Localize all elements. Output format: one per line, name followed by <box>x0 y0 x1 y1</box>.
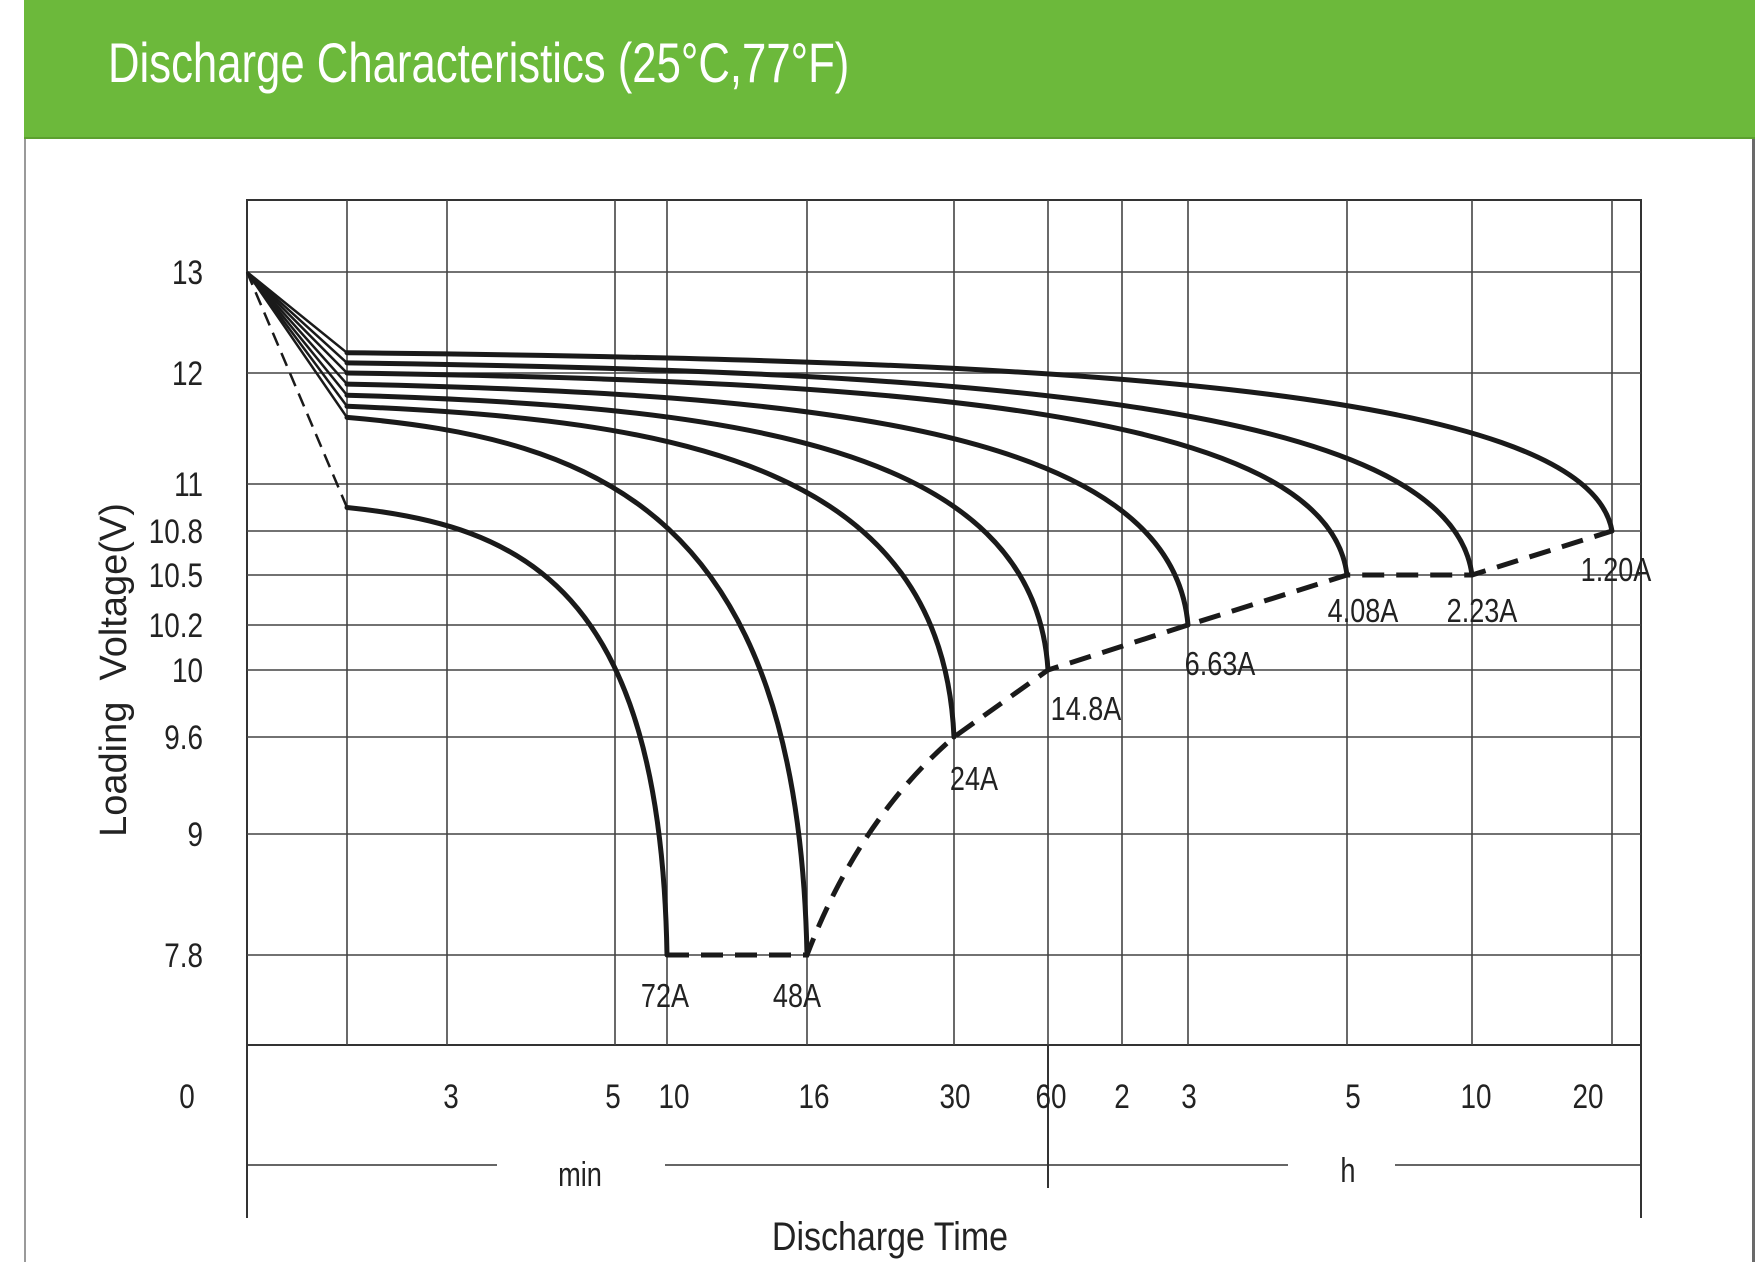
chart-panel <box>24 0 1755 1262</box>
x-tick-label: 3 <box>443 1077 459 1115</box>
series-label-24A: 24A <box>950 762 999 798</box>
x-tick-label: 3 <box>1181 1077 1197 1115</box>
header-bar: Discharge Characteristics (25°C,77°F) <box>24 0 1755 139</box>
y-tick-label: 13 <box>172 253 203 291</box>
x-axis-label: Discharge Time <box>772 1213 1008 1258</box>
curve-24A <box>344 403 957 740</box>
x-tick-label: 20 <box>1572 1077 1603 1115</box>
y-axis-label: Loading Voltage(V) <box>93 503 135 837</box>
y-tick-label: 9 <box>188 815 204 853</box>
x-tick-label: 16 <box>798 1077 829 1115</box>
y-tick-labels: 13 12 11 10.8 10.5 10.2 10 9.6 9 7.8 <box>149 253 203 974</box>
curve-72A <box>344 505 670 958</box>
plot-border <box>246 199 1642 1046</box>
unit-label-min: min <box>558 1155 602 1194</box>
x-tick-label: 10 <box>658 1077 689 1115</box>
series-label-72A: 72A <box>641 979 690 1015</box>
x-tick-label: 2 <box>1114 1077 1130 1115</box>
series-label-1.20A: 1.20A <box>1581 553 1652 589</box>
discharge-curves <box>245 271 1615 958</box>
series-label-6.63A: 6.63A <box>1185 647 1256 683</box>
end-voltage-line <box>667 528 1613 958</box>
curve-72A-initial <box>245 271 349 508</box>
x-tick-label: 30 <box>939 1077 970 1115</box>
curve-6.63A <box>344 381 1191 628</box>
series-label-4.08A: 4.08A <box>1328 594 1399 630</box>
curve-4.08A <box>344 370 1350 578</box>
curve-1.20A-initial <box>246 271 348 354</box>
y-tick-label: 10.2 <box>149 606 203 644</box>
x-tick-label: 5 <box>605 1077 621 1115</box>
y-tick-label: 10.8 <box>149 512 203 550</box>
chart-title: Discharge Characteristics (25°C,77°F) <box>108 31 850 94</box>
curve-48A <box>344 414 810 958</box>
series-label-48A: 48A <box>773 979 822 1015</box>
series-label-2.23A: 2.23A <box>1447 594 1518 630</box>
y-tick-label: 10.5 <box>149 556 203 594</box>
end-voltage-dashed-line <box>667 528 1613 958</box>
x-tick-label: 60 <box>1035 1077 1066 1115</box>
y-tick-label: 9.6 <box>164 718 203 756</box>
y-tick-label: 12 <box>172 354 203 392</box>
series-labels: 72A 48A 24A 14.8A 6.63A 4.08A 2.23A 1.20A <box>641 553 1652 1015</box>
curve-2.23A-initial <box>246 271 348 364</box>
y-tick-label: 7.8 <box>164 936 203 974</box>
series-label-14.8A: 14.8A <box>1051 692 1122 728</box>
x-tick-labels: 0 3 5 10 16 30 60 2 3 5 10 20 <box>179 1077 1603 1115</box>
x-tick-label: 10 <box>1460 1077 1491 1115</box>
curve-6.63A-initial <box>246 271 348 385</box>
x-tick-label: 0 <box>179 1077 195 1115</box>
y-tick-label: 10 <box>172 651 203 689</box>
curve-1.20A <box>344 350 1615 534</box>
curve-2.23A <box>344 360 1475 578</box>
time-unit-row: min h <box>558 1151 1355 1194</box>
unit-label-h: h <box>1340 1151 1355 1190</box>
x-tick-label: 5 <box>1345 1077 1361 1115</box>
y-tick-label: 11 <box>174 465 203 503</box>
curve-14.8A <box>344 392 1051 673</box>
